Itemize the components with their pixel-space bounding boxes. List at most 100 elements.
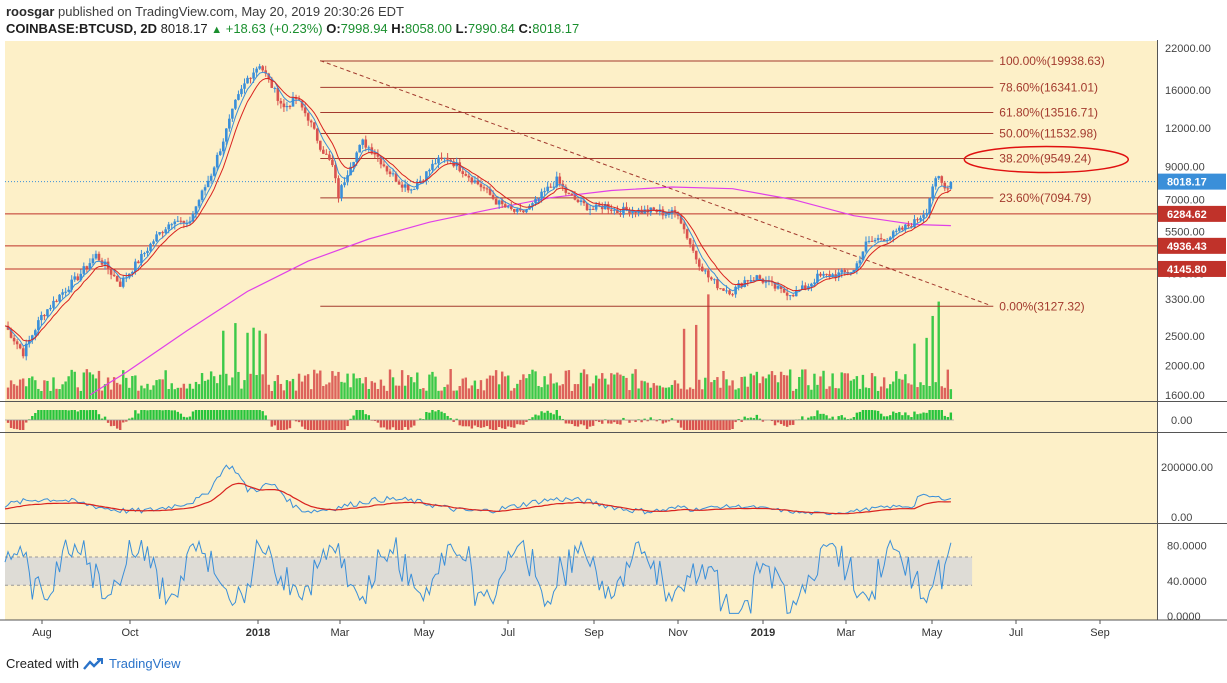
candle-body: [506, 206, 510, 208]
histogram-bar: [437, 410, 440, 420]
time-axis-label: 2018: [246, 627, 270, 639]
candle-body: [755, 275, 759, 281]
histogram-bar: [407, 420, 410, 430]
volume-bar: [209, 371, 213, 399]
candle-body: [352, 161, 355, 167]
level-price-tag: 4936.43: [1167, 241, 1207, 253]
volume-bar: [861, 374, 865, 399]
histogram-bar: [785, 420, 789, 427]
fib-level-label: 78.60%(16341.01): [999, 80, 1098, 94]
time-axis-label: Nov: [668, 627, 688, 639]
candle-body: [109, 269, 113, 275]
candle-body: [276, 87, 280, 101]
candle-body: [164, 229, 167, 234]
volume-bar: [100, 390, 104, 399]
candle-body: [537, 198, 540, 200]
candle-body: [810, 283, 813, 287]
chart-area[interactable]: 100.00%(19938.63) 78.60%(16341.01) 61.80%(…: [0, 40, 1227, 650]
histogram-bar: [367, 415, 370, 420]
candle-body: [385, 166, 389, 172]
level-price-tag: 4145.80: [1167, 264, 1207, 276]
volume-bar: [112, 377, 116, 399]
candle-body: [300, 100, 304, 108]
candle-body: [34, 330, 37, 336]
candle-body: [603, 204, 607, 210]
histogram-bar: [21, 420, 25, 430]
candle-body: [913, 219, 916, 228]
author-name[interactable]: roosgar: [6, 4, 55, 19]
volume-bar: [925, 337, 928, 399]
volume-bar: [373, 382, 377, 399]
candle-body: [840, 270, 844, 273]
volume-bar: [88, 372, 92, 399]
candle-body: [734, 286, 737, 295]
volume-bar: [188, 383, 192, 399]
candle-body: [79, 273, 83, 281]
chart-svg[interactable]: 100.00%(19938.63) 78.60%(16341.01) 61.80%(…: [0, 40, 1227, 650]
candle-body: [516, 208, 519, 212]
histogram-bar: [500, 420, 504, 429]
candle-body: [343, 182, 346, 186]
fib-level-label: 100.00%(19938.63): [999, 54, 1104, 68]
histogram-bar: [206, 410, 210, 420]
volume-bar: [243, 380, 246, 399]
candle-body: [888, 237, 892, 240]
volume-bar: [828, 386, 831, 399]
tradingview-brand[interactable]: TradingView: [108, 656, 181, 671]
volume-bar: [922, 385, 925, 399]
volume-bar: [367, 388, 370, 399]
volume-bar: [6, 387, 10, 399]
histogram-bar: [9, 420, 13, 428]
volume-bar: [667, 387, 671, 399]
histogram-bar: [91, 410, 95, 420]
volume-bar: [203, 380, 207, 399]
histogram-bar: [858, 411, 862, 420]
time-axis-label: Sep: [1090, 627, 1110, 639]
candle-body: [864, 241, 868, 252]
volume-bar: [137, 390, 140, 399]
volume-bar: [76, 387, 79, 399]
volume-bar: [949, 389, 953, 399]
volume-bar: [646, 382, 649, 399]
histogram-bar: [825, 415, 828, 420]
candle-body: [764, 281, 768, 283]
volume-bar: [658, 385, 662, 399]
volume-bar: [219, 374, 222, 399]
volume-bar: [125, 377, 128, 399]
volume-bar: [597, 378, 601, 399]
histogram-bar: [34, 413, 37, 420]
volume-bar: [322, 385, 325, 399]
volume-bar: [291, 378, 295, 399]
level-price-tag-bg: [1158, 237, 1226, 254]
volume-bar: [607, 384, 610, 399]
volume-bar: [695, 324, 698, 399]
histogram-bar: [376, 420, 380, 423]
histogram-bar: [667, 420, 671, 422]
volume-bar: [313, 369, 316, 399]
volume-bar: [640, 380, 643, 399]
candle-body: [949, 181, 953, 189]
volume-bar: [222, 330, 225, 399]
created-with-text: Created with: [6, 656, 79, 671]
histogram-bar: [255, 410, 258, 420]
histogram-bar: [782, 420, 786, 426]
histogram-bar: [194, 410, 198, 420]
histogram-bar: [755, 414, 759, 420]
volume-bar: [264, 333, 267, 399]
volume-bar: [464, 377, 467, 399]
open-label: O:: [326, 21, 341, 36]
panel-3-background: [5, 433, 1157, 523]
volume-bar: [788, 369, 792, 399]
price-axis-tick: 2000.00: [1165, 360, 1205, 372]
candle-body: [43, 315, 46, 317]
symbol-label[interactable]: COINBASE:BTCUSD, 2D: [6, 21, 157, 36]
histogram-bar: [616, 420, 619, 425]
volume-bar: [519, 379, 522, 399]
candle-body: [904, 224, 907, 230]
volume-bar: [931, 315, 934, 399]
volume-bar: [510, 390, 513, 399]
histogram-bar: [570, 420, 574, 425]
candle-body: [464, 173, 468, 176]
histogram-bar: [576, 420, 580, 427]
histogram-bar: [282, 420, 286, 430]
